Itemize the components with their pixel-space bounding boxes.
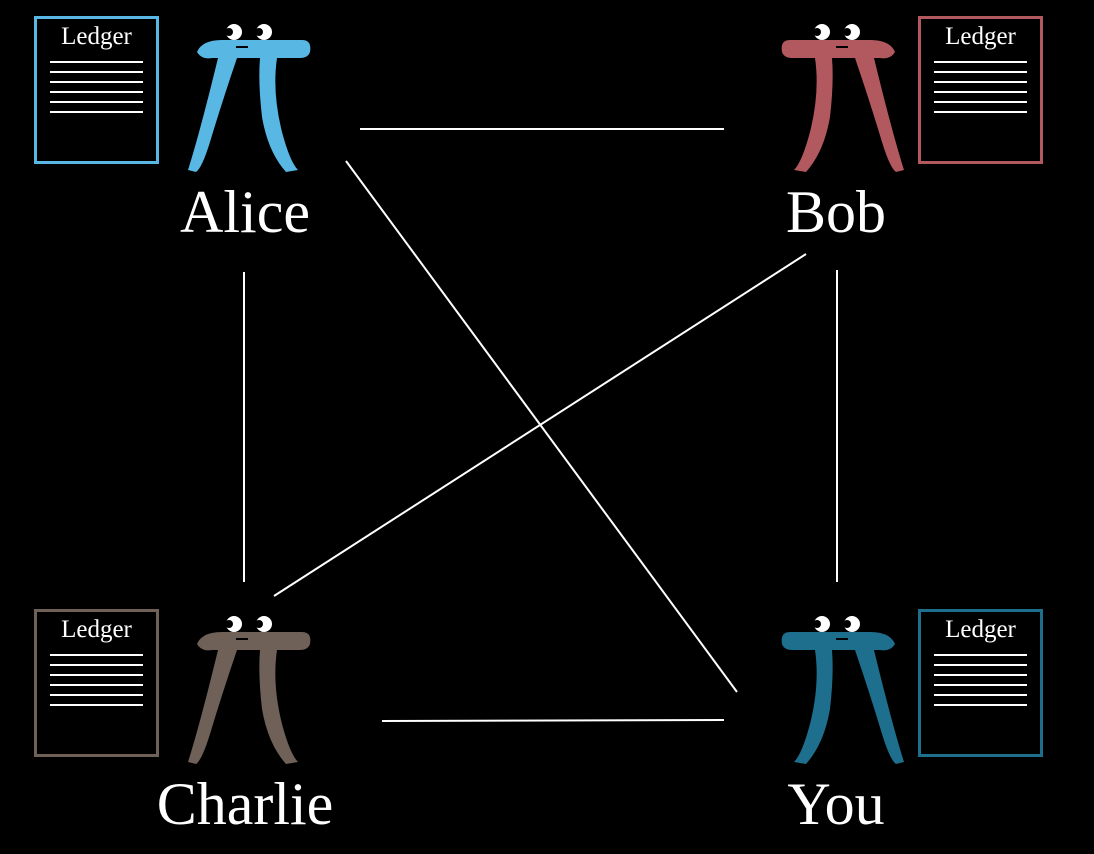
node-name-you: You (787, 771, 885, 837)
pi-creature-alice-icon (188, 24, 311, 172)
ledger-charlie: Ledger (34, 609, 159, 757)
pi-creature-bob-icon (781, 24, 904, 172)
ledger-title: Ledger (61, 23, 132, 50)
ledger-title: Ledger (61, 616, 132, 643)
edge-bob-charlie (273, 253, 807, 597)
node-name-alice: Alice (180, 179, 310, 245)
edge-charlie-you (381, 719, 725, 722)
edge-alice-you (345, 160, 738, 693)
ledger-title: Ledger (945, 616, 1016, 643)
ledger-title: Ledger (945, 23, 1016, 50)
node-name-bob: Bob (785, 179, 887, 245)
ledger-alice: Ledger (34, 16, 159, 164)
ledger-bob: Ledger (918, 16, 1043, 164)
node-name-charlie: Charlie (156, 771, 334, 837)
pi-creature-you-icon (781, 616, 904, 764)
ledger-you: Ledger (918, 609, 1043, 757)
pi-creature-charlie-icon (188, 616, 311, 764)
